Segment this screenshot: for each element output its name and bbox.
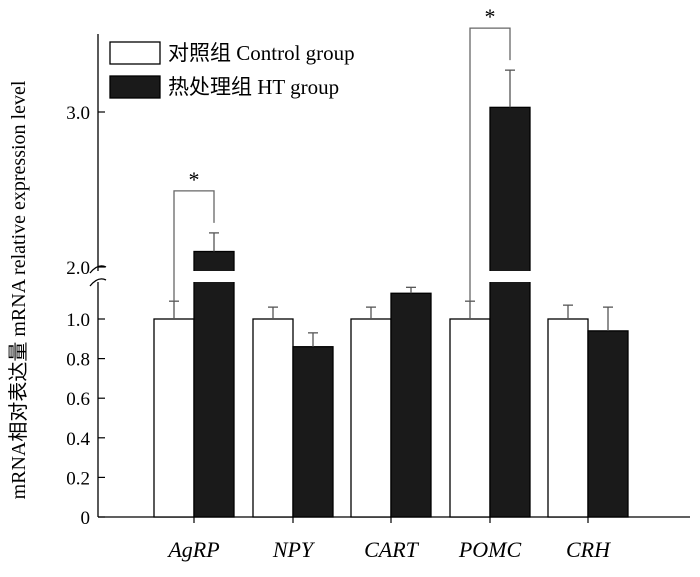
legend: 对照组 Control group 热处理组 HT group xyxy=(109,41,355,99)
legend-swatch xyxy=(109,41,161,65)
bar xyxy=(489,106,531,518)
bars xyxy=(153,106,629,518)
x-tick-label: POMC xyxy=(458,537,522,562)
bar xyxy=(587,330,629,518)
significance-brackets: ** xyxy=(173,4,511,302)
x-tick-label: NPY xyxy=(272,537,316,562)
y-tick-label: 2.0 xyxy=(66,258,90,279)
axis-break-mark xyxy=(89,278,107,287)
significance-bracket xyxy=(469,27,511,302)
bar xyxy=(390,292,432,518)
y-tick-label: 0 xyxy=(81,508,91,529)
y-tick-label: 1.0 xyxy=(66,310,90,331)
bar xyxy=(153,318,195,518)
bar xyxy=(252,318,294,518)
legend-swatch xyxy=(109,75,161,99)
significance-star: * xyxy=(189,167,200,192)
significance-star: * xyxy=(485,4,496,29)
bar xyxy=(449,318,491,518)
legend-label: 热处理组 HT group xyxy=(168,75,339,99)
bar xyxy=(292,346,334,518)
x-tick-label: CART xyxy=(364,537,420,562)
bar xyxy=(547,318,589,518)
bar-break-gap xyxy=(193,271,235,282)
y-tick-label: 0.8 xyxy=(66,350,90,371)
y-tick-label: 0.4 xyxy=(66,429,90,450)
bar xyxy=(193,250,235,518)
x-tick-label: CRH xyxy=(566,537,611,562)
legend-label: 对照组 Control group xyxy=(168,41,355,65)
y-tick-label: 3.0 xyxy=(66,103,90,124)
y-tick-label: 0.2 xyxy=(66,468,90,489)
x-tick-label: AgRP xyxy=(166,537,219,562)
error-bars xyxy=(169,69,613,347)
bar-break-gap xyxy=(489,271,531,282)
significance-bracket xyxy=(173,190,215,302)
y-tick-label: 0.6 xyxy=(66,389,90,410)
y-axis-label: mRNA相对表达量 mRNA relative expression level xyxy=(7,80,30,499)
bar xyxy=(350,318,392,518)
